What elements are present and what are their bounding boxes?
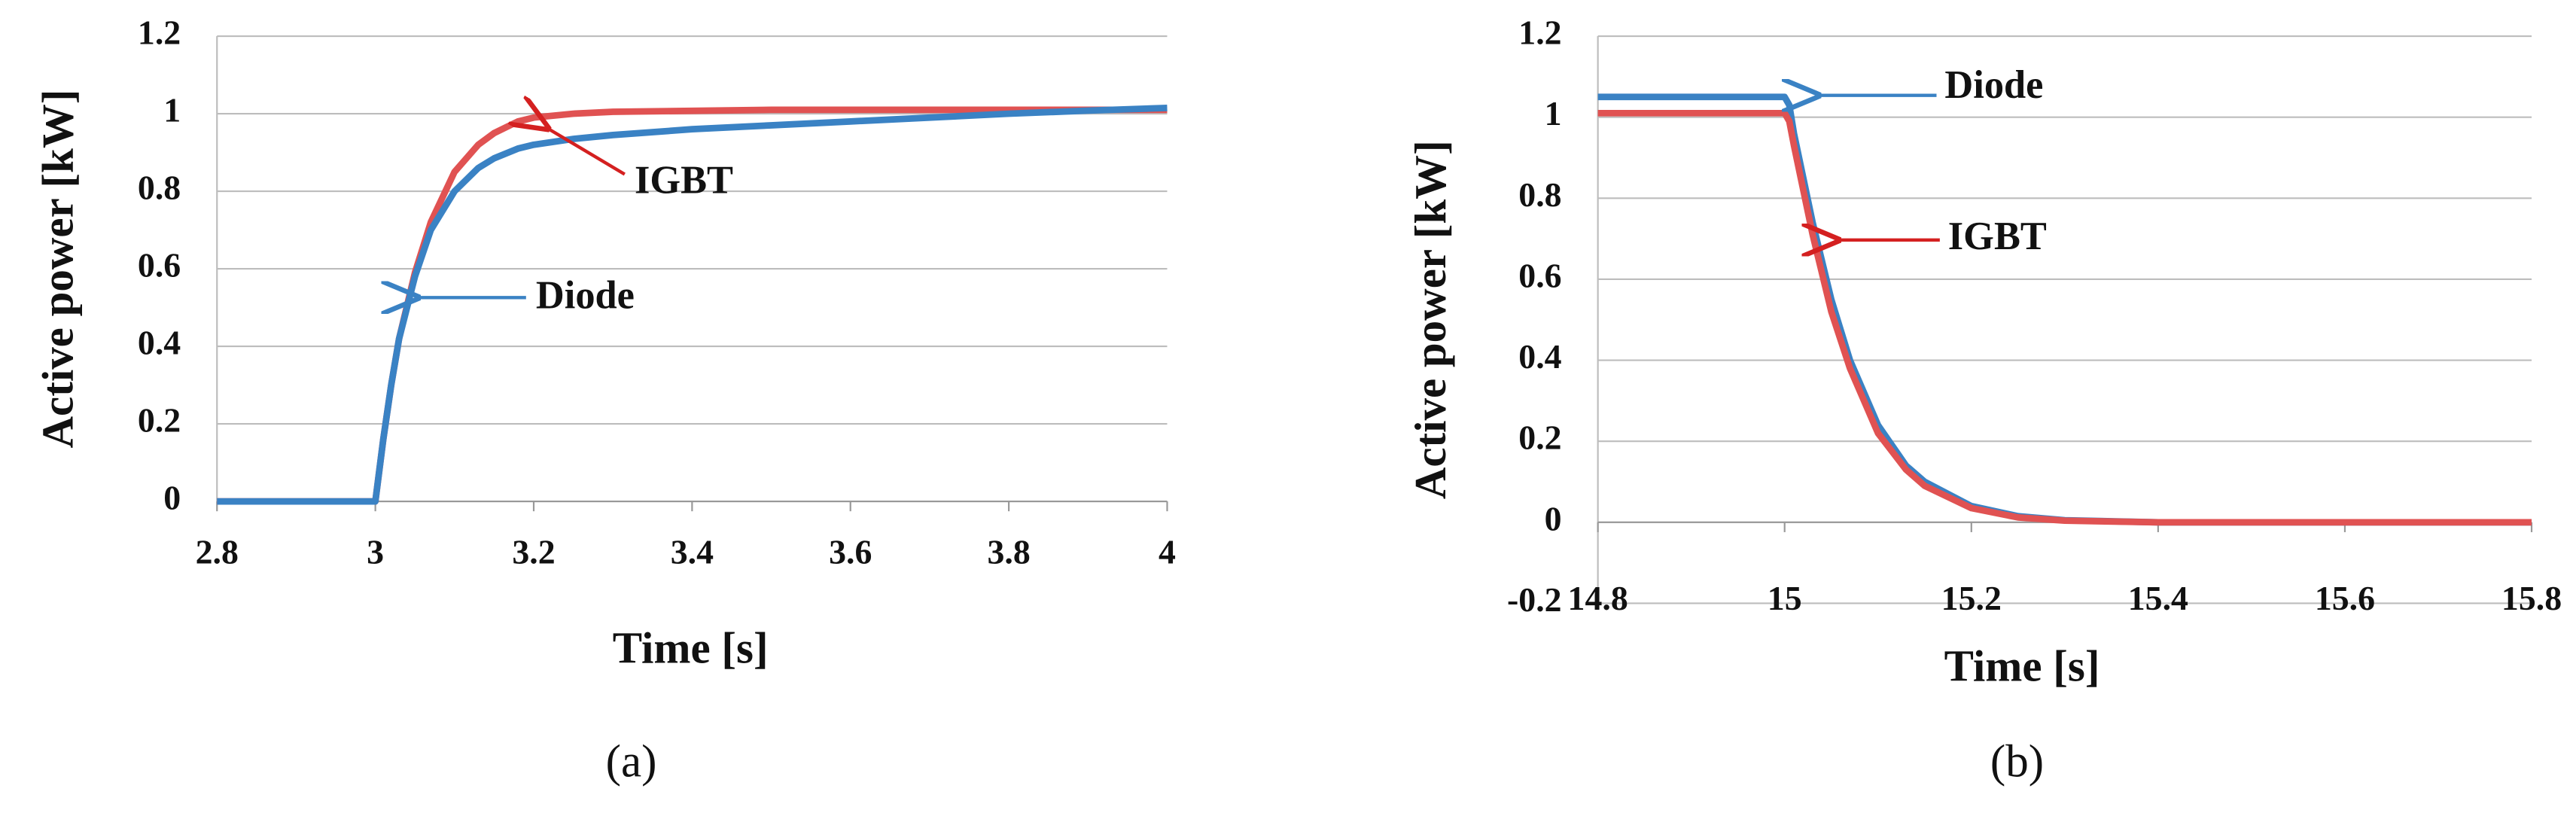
x-tick-label: 15.6 [2315, 579, 2375, 617]
x-tick-label: 3.6 [829, 533, 872, 571]
y-tick-label: 0.6 [1518, 256, 1561, 294]
x-tick-label: 2.8 [196, 533, 239, 571]
annotation: IGBT [1948, 215, 2047, 258]
y-tick-label: 0.2 [1518, 419, 1561, 457]
y-tick-label: 1 [163, 91, 181, 129]
y-tick-label: 0.4 [138, 324, 181, 362]
line [1597, 93, 2532, 526]
y-tick-label: -0.2 [1507, 580, 1562, 619]
y-tick-label: 1 [1545, 94, 1562, 132]
x-axis-label: Time [s] [613, 623, 769, 673]
x-tick-label: 15.4 [2128, 579, 2188, 617]
y-tick-label: 0 [163, 479, 181, 517]
y-tick-label: 0.6 [138, 246, 181, 285]
y-tick-label: 1.2 [138, 14, 181, 52]
x-tick-label: 15.2 [1941, 579, 2002, 617]
x-tick-label: 3 [367, 533, 384, 571]
x-tick-label: 14.8 [1568, 579, 1628, 617]
y-axis-label: Active power [kW] [33, 90, 83, 449]
x-tick-label: 3.2 [512, 533, 555, 571]
annotation-arrow [547, 128, 626, 176]
y-axis-label: Active power [kW] [1405, 140, 1455, 499]
annotation: Diode [1944, 63, 2043, 107]
x-tick-label: 15.8 [2501, 579, 2562, 617]
y-tick-label: 0.8 [138, 169, 181, 207]
y-tick-label: 0.8 [1518, 175, 1561, 214]
y-tick-label: 1.2 [1518, 14, 1561, 52]
x-tick-label: 3.4 [671, 533, 714, 571]
x-tick-label: 3.8 [987, 533, 1030, 571]
line [1597, 109, 2532, 526]
line [217, 104, 1168, 505]
y-tick-label: 0.4 [1518, 337, 1561, 376]
annotation: Diode [536, 273, 635, 317]
x-axis-label: Time [s] [1944, 641, 2100, 691]
panel-label: (b) [1990, 737, 2044, 787]
x-tick-label: 4 [1159, 533, 1176, 571]
x-tick-label: 15 [1768, 579, 1802, 617]
annotation: IGBT [635, 159, 733, 202]
y-tick-label: 0.2 [138, 401, 181, 440]
y-tick-label: 0 [1545, 499, 1562, 537]
panel-label: (a) [606, 737, 657, 787]
